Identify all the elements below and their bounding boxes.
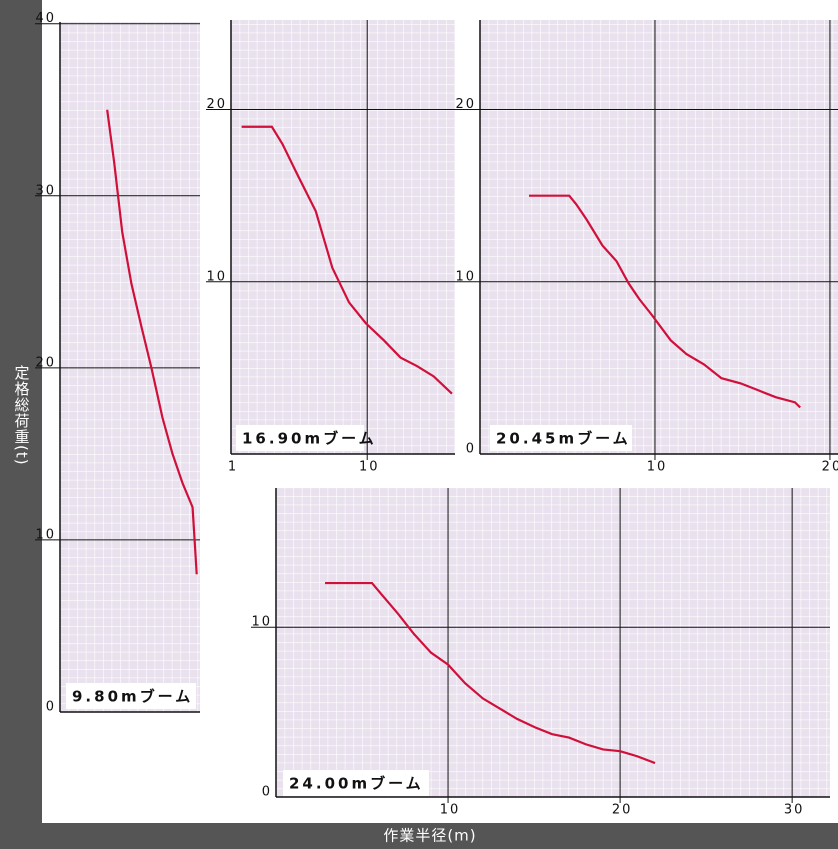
- bottom-band: [0, 823, 838, 849]
- y-tick-label: 10: [251, 615, 272, 630]
- y-tick-label: 40: [35, 11, 56, 26]
- y-tick-label: 0: [466, 442, 476, 457]
- plot-area: [480, 20, 838, 454]
- plot-area: [276, 488, 830, 797]
- title-box: [283, 770, 429, 796]
- data-line: [528, 194, 801, 409]
- title-box: [490, 425, 632, 451]
- chart-title: 16.90mブーム: [242, 430, 377, 448]
- y-tick-label: 20: [455, 97, 476, 112]
- x-tick-label: 10: [359, 460, 380, 475]
- x-tick-label: 10: [647, 460, 668, 475]
- x-tick-label: 20: [822, 460, 838, 475]
- y-tick-label: 0: [46, 700, 56, 715]
- y-tick-label: 30: [35, 183, 56, 198]
- y-tick-label: 10: [455, 269, 476, 284]
- y-axis-label: 定格総荷重(t): [13, 365, 31, 466]
- data-line: [325, 581, 656, 765]
- chart-title: 9.80mブーム: [72, 688, 193, 706]
- plot-area: [231, 20, 455, 454]
- x-tick-label: 30: [784, 803, 805, 818]
- chart-title: 24.00mブーム: [289, 775, 424, 793]
- x-tick-label: 1: [228, 460, 238, 475]
- y-tick-label: 20: [35, 355, 56, 370]
- chart-title: 20.45mブーム: [496, 430, 631, 448]
- x-axis-label: 作業半径(m): [383, 827, 476, 845]
- y-tick-label: 10: [206, 269, 227, 284]
- x-tick-label: 10: [440, 803, 461, 818]
- title-box: [66, 683, 196, 709]
- x-tick-label: 20: [612, 803, 633, 818]
- y-tick-label: 20: [206, 97, 227, 112]
- title-box: [236, 425, 364, 451]
- left-band: [0, 0, 42, 849]
- y-tick-label: 10: [35, 527, 56, 542]
- y-tick-label: 0: [262, 785, 272, 800]
- plot-area: [60, 22, 200, 712]
- data-line: [106, 109, 198, 575]
- data-line: [241, 125, 453, 395]
